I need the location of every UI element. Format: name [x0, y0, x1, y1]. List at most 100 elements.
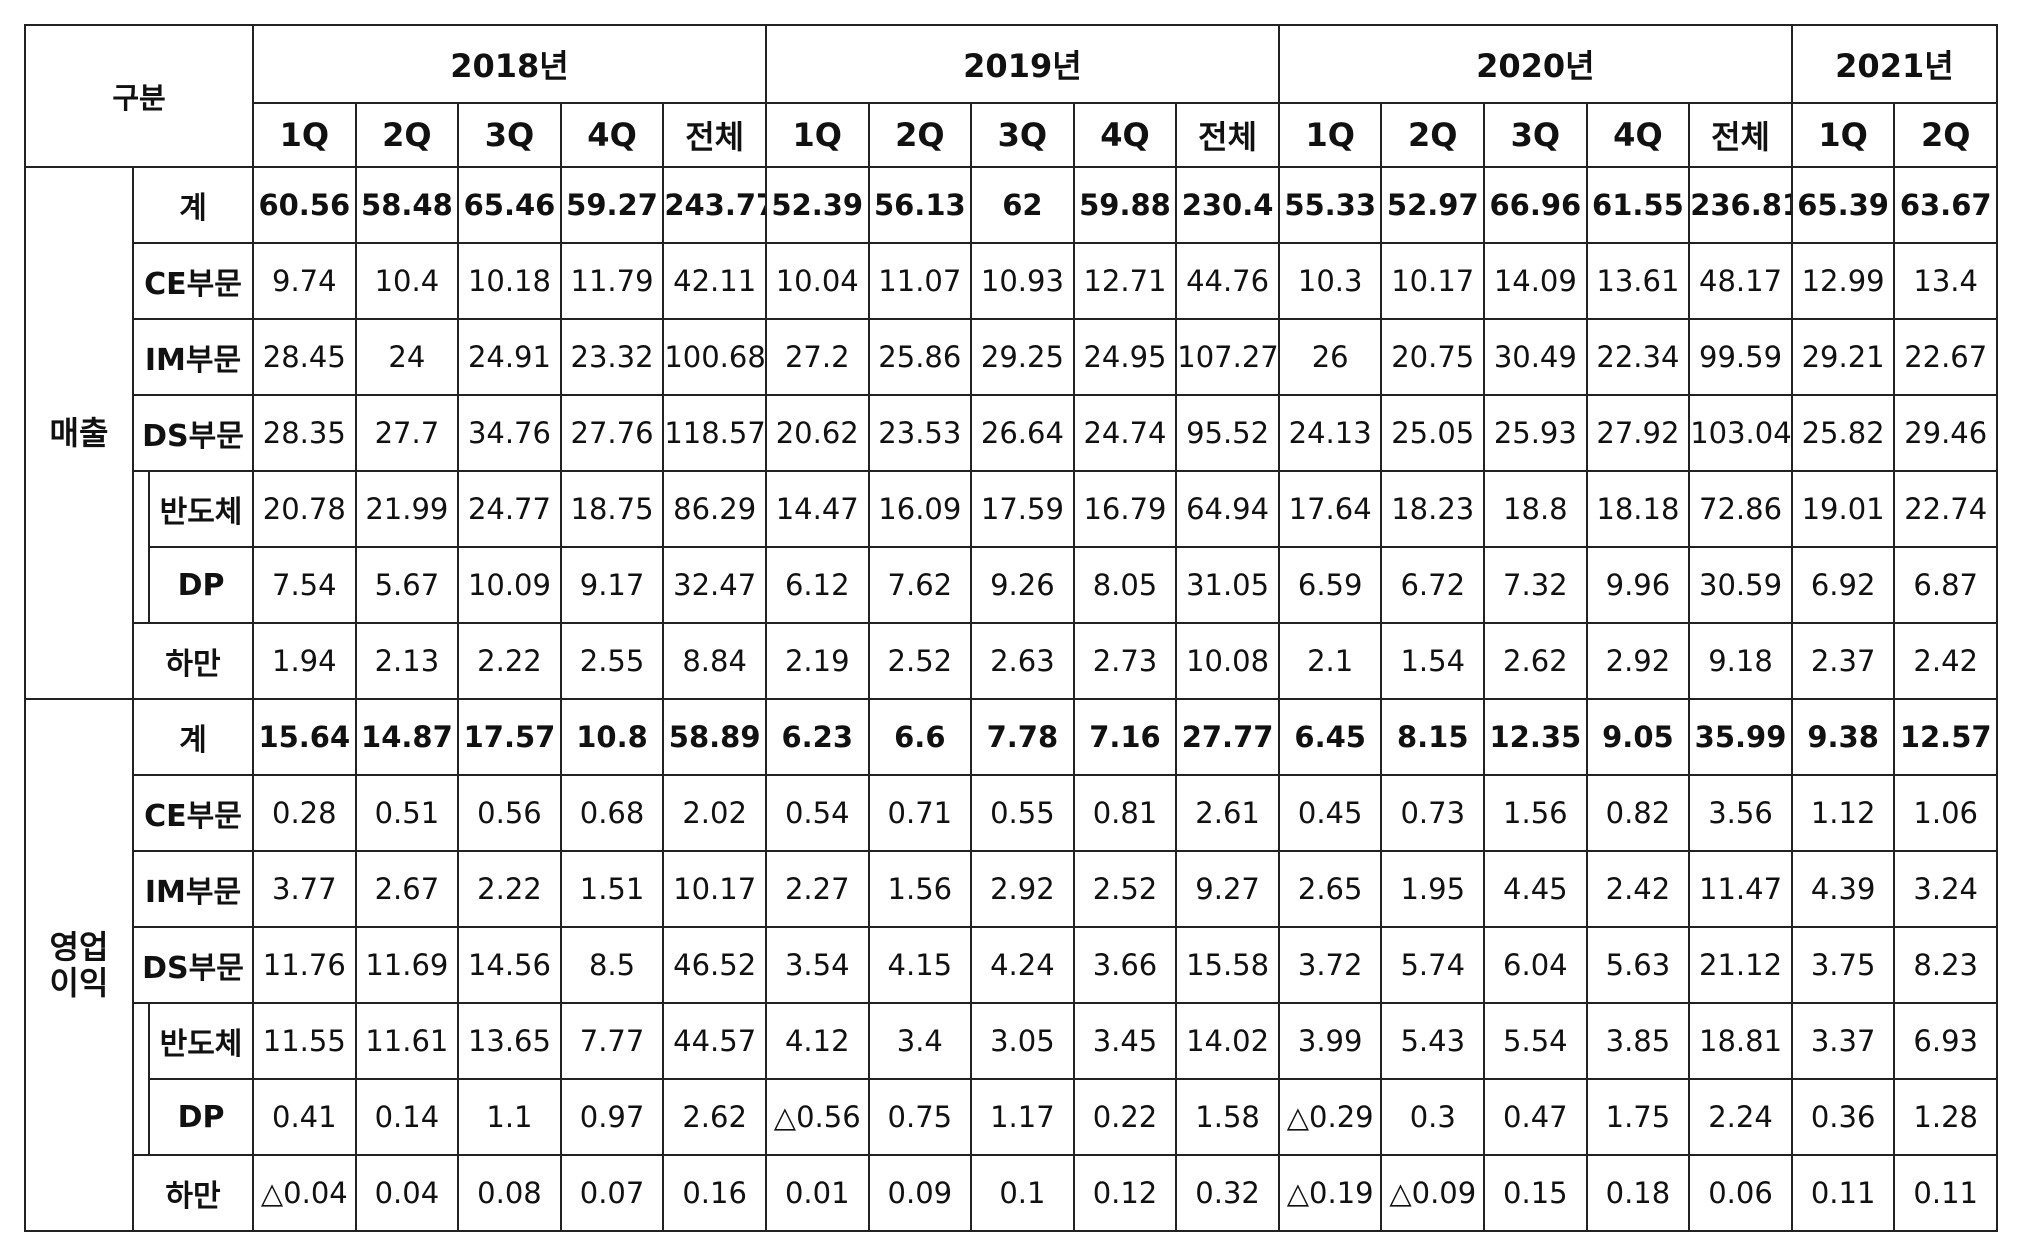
quarter-header: 2Q — [354, 102, 460, 168]
value-cell: 34.76 — [457, 394, 562, 472]
value-cell: 2.02 — [662, 774, 767, 852]
value-cell: 29.46 — [1893, 394, 1998, 472]
value-cell: 0.12 — [1072, 1154, 1178, 1232]
value-cell: 1.06 — [1893, 774, 1998, 852]
value-cell: 27.7 — [354, 394, 460, 472]
value-cell: 4.12 — [764, 1002, 870, 1080]
value-cell: 18.8 — [1483, 470, 1588, 548]
value-cell: 35.99 — [1688, 698, 1793, 776]
value-cell: 8.84 — [662, 622, 767, 700]
data-row: 반도체 20.78 21.99 24.77 18.75 86.29 14.47 16.09 17… — [25, 470, 1998, 623]
value-cell: 65.39 — [1790, 166, 1896, 244]
value-cell: 26.64 — [970, 394, 1075, 472]
value-cell: 1.56 — [867, 850, 973, 928]
value-cell: 18.75 — [559, 470, 665, 548]
value-cell: 0.97 — [559, 1078, 665, 1156]
value-cell: 10.08 — [1175, 622, 1280, 700]
row-label: 하만 — [131, 1154, 255, 1232]
value-cell: 3.45 — [1072, 1002, 1178, 1080]
value-cell: 2.63 — [970, 622, 1075, 700]
value-cell: 44.76 — [1175, 242, 1280, 320]
value-cell: 3.99 — [1277, 1002, 1383, 1080]
value-cell: 2.52 — [867, 622, 973, 700]
value-cell: 6.23 — [764, 698, 870, 776]
value-cell: 24 — [354, 318, 460, 396]
value-cell: 1.54 — [1380, 622, 1486, 700]
value-cell: 6.04 — [1483, 926, 1588, 1004]
value-cell: △0.29 — [1277, 1078, 1383, 1156]
value-cell: 24.91 — [457, 318, 562, 396]
value-cell: 32.47 — [662, 546, 767, 624]
row-label: 하만 — [131, 622, 255, 700]
quarter-header: 1Q — [1277, 102, 1383, 168]
value-cell: 22.67 — [1893, 318, 1998, 396]
year-header: 2021년 — [1790, 24, 1999, 104]
value-cell: △0.09 — [1380, 1154, 1486, 1232]
value-cell: 9.74 — [252, 242, 357, 320]
value-cell: 0.32 — [1175, 1154, 1280, 1232]
value-cell: 11.69 — [354, 926, 460, 1004]
value-cell: 58.48 — [354, 166, 460, 244]
value-cell: 3.85 — [1585, 1002, 1691, 1080]
value-cell: 95.52 — [1175, 394, 1280, 472]
quarter-row: 1Q 2Q 3Q 4Q 전체 1Q 2Q 3Q 4Q 전체 1Q 2Q 3Q 4Q 전체 1Q 2Q — [25, 102, 1998, 168]
quarter-header: 2Q — [1893, 102, 1998, 168]
value-cell: 2.92 — [1585, 622, 1691, 700]
value-cell: 12.35 — [1483, 698, 1588, 776]
row-label: CE부문 — [131, 242, 255, 320]
value-cell: 18.81 — [1688, 1002, 1793, 1080]
value-cell: 21.99 — [354, 470, 460, 548]
data-row: DP 7.54 5.67 10.09 9.17 32.47 6.12 7.62 9.26 8.05… — [25, 546, 1998, 624]
quarter-header: 4Q — [1585, 102, 1691, 168]
row-label: 반도체 — [147, 1002, 255, 1080]
indent-cell — [132, 471, 150, 623]
value-cell: 0.09 — [867, 1154, 973, 1232]
value-cell: 6.59 — [1277, 546, 1383, 624]
value-cell: 11.79 — [559, 242, 665, 320]
value-cell: 2.73 — [1072, 622, 1178, 700]
value-cell: 103.04 — [1688, 394, 1793, 472]
value-cell: 0.18 — [1585, 1154, 1691, 1232]
value-cell: 11.61 — [354, 1002, 460, 1080]
value-cell: 17.57 — [457, 698, 562, 776]
value-cell: 5.74 — [1380, 926, 1486, 1004]
value-cell: 63.67 — [1893, 166, 1998, 244]
value-cell: 243.77 — [662, 166, 767, 244]
value-cell: 107.27 — [1175, 318, 1280, 396]
value-cell: 7.77 — [559, 1002, 665, 1080]
value-cell: 2.67 — [354, 850, 460, 928]
quarter-header: 3Q — [1483, 102, 1588, 168]
value-cell: 7.62 — [867, 546, 973, 624]
value-cell: 24.74 — [1072, 394, 1178, 472]
value-cell: 0.16 — [662, 1154, 767, 1232]
value-cell: 3.4 — [867, 1002, 973, 1080]
value-cell: 0.14 — [354, 1078, 460, 1156]
group-label: 영업이익 — [24, 698, 134, 1232]
value-cell: 10.3 — [1277, 242, 1383, 320]
value-cell: 8.05 — [1072, 546, 1178, 624]
value-cell: 61.55 — [1585, 166, 1691, 244]
value-cell: 3.72 — [1277, 926, 1383, 1004]
financial-table: 구분 2018년 2019년 2020년 2021년 1Q 2Q 3Q 4Q 전체 1Q 2Q 3Q… — [23, 24, 1999, 1232]
value-cell: 30.49 — [1483, 318, 1588, 396]
value-cell: 0.1 — [970, 1154, 1075, 1232]
table-header: 구분 2018년 2019년 2020년 2021년 1Q 2Q 3Q 4Q 전체 1Q 2Q 3Q… — [23, 24, 1999, 168]
value-cell: 14.47 — [764, 470, 870, 548]
value-cell: 31.05 — [1175, 546, 1280, 624]
value-cell: 7.78 — [970, 698, 1075, 776]
value-cell: 30.59 — [1688, 546, 1793, 624]
value-cell: 55.33 — [1277, 166, 1383, 244]
value-cell: 9.38 — [1790, 698, 1896, 776]
quarter-header: 1Q — [764, 102, 870, 168]
data-row: 반도체 11.55 11.61 13.65 7.77 44.57 4.12 3.4 3.05 3.… — [25, 1002, 1998, 1155]
row-label: 반도체 — [147, 470, 255, 548]
value-cell: 7.32 — [1483, 546, 1588, 624]
row-label: DS부문 — [131, 394, 255, 472]
value-cell: 10.09 — [457, 546, 562, 624]
value-cell: 100.68 — [662, 318, 767, 396]
value-cell: 52.97 — [1380, 166, 1486, 244]
data-row: 매출 계 60.56 58.48 65.46 59.27 243.77 52.39 56.13 6… — [24, 166, 1998, 700]
value-cell: 15.58 — [1175, 926, 1280, 1004]
quarter-header: 1Q — [252, 102, 357, 168]
value-cell: 9.17 — [559, 546, 665, 624]
